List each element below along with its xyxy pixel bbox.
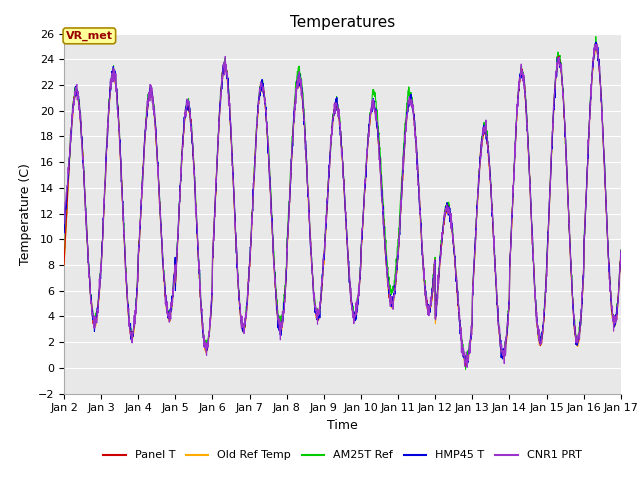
X-axis label: Time: Time (327, 419, 358, 432)
Y-axis label: Temperature (C): Temperature (C) (19, 163, 32, 264)
Title: Temperatures: Temperatures (290, 15, 395, 30)
Text: VR_met: VR_met (66, 31, 113, 41)
Legend: Panel T, Old Ref Temp, AM25T Ref, HMP45 T, CNR1 PRT: Panel T, Old Ref Temp, AM25T Ref, HMP45 … (99, 446, 586, 465)
